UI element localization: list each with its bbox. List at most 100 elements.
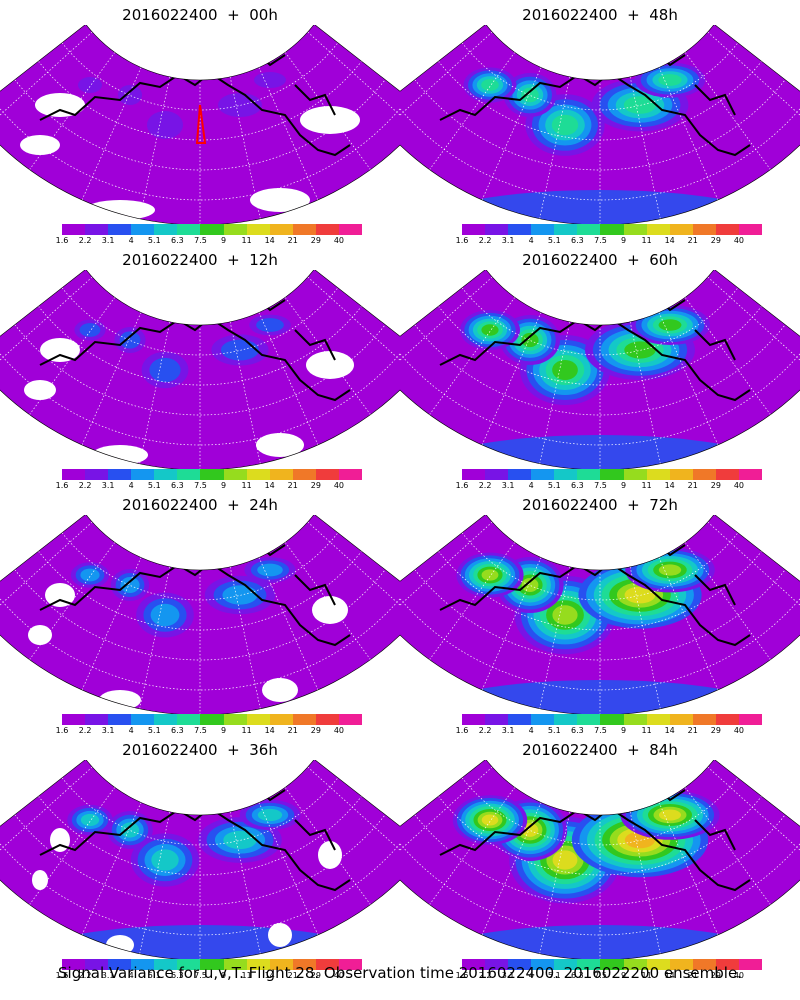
- colorbar-label: 4: [528, 236, 534, 245]
- variance-map: [400, 270, 800, 471]
- colorbar-label: 21: [687, 236, 698, 245]
- colorbar-swatch: [508, 469, 532, 480]
- colorbar-label: 11: [641, 726, 652, 735]
- colorbar-label: 6.3: [171, 236, 184, 245]
- colorbar-swatch: [62, 714, 86, 725]
- colorbar-label: 2.2: [78, 726, 92, 735]
- colorbar-label: 14: [264, 971, 275, 980]
- colorbar-swatch: [554, 959, 578, 970]
- colorbar-label: 2.2: [78, 971, 92, 980]
- colorbar-label: 40: [333, 236, 345, 245]
- colorbar-swatch: [200, 224, 224, 235]
- colorbar-swatch: [292, 469, 316, 480]
- variance-map: [0, 25, 400, 226]
- colorbar-swatch: [269, 224, 293, 235]
- colorbar-label: 14: [664, 971, 675, 980]
- colorbar-swatch: [623, 224, 647, 235]
- colorbar-swatch: [600, 224, 624, 235]
- colorbar-swatch: [269, 469, 293, 480]
- colorbar-label: 1.6: [55, 726, 69, 735]
- colorbar-label: 5.1: [547, 481, 561, 490]
- colorbar-label: 3.1: [101, 236, 115, 245]
- colorbar-swatch: [246, 224, 270, 235]
- colorbar-swatch: [154, 714, 178, 725]
- colorbar-label: 21: [287, 236, 298, 245]
- colorbar-swatch: [223, 714, 247, 725]
- colorbar-label: 7.5: [194, 236, 207, 245]
- colorbar-swatch: [200, 469, 224, 480]
- colorbar-swatch: [154, 224, 178, 235]
- colorbar-swatch: [85, 469, 109, 480]
- colorbar-label: 29: [310, 726, 321, 735]
- colorbar-swatch: [462, 714, 486, 725]
- colorbar-label: 7.5: [594, 726, 607, 735]
- colorbar-swatch: [508, 714, 532, 725]
- colorbar-swatch: [669, 469, 693, 480]
- colorbar-swatch: [315, 469, 339, 480]
- colorbar-swatch: [577, 469, 601, 480]
- colorbar-label: 3.1: [501, 481, 515, 490]
- colorbar-label: 6.3: [171, 971, 184, 980]
- colorbar-label: 29: [310, 236, 321, 245]
- colorbar-label: 1.6: [55, 481, 69, 490]
- colorbar-swatch: [600, 714, 624, 725]
- colorbar-label: 2.2: [478, 971, 492, 980]
- colorbar-label: 21: [287, 481, 298, 490]
- colorbar-label: 29: [710, 236, 721, 245]
- colorbar-label: 11: [241, 236, 252, 245]
- colorbar-swatch: [315, 714, 339, 725]
- colorbar-label: 40: [333, 726, 345, 735]
- map-panel: 2016022400 + 60h 1.6 2.2 3.1 4 5.1 6.3 7.5 9 11 14…: [400, 245, 800, 490]
- map-panel: 2016022400 + 84h 1.6 2.2 3.1 4 5.1 6.3 7.5 9 11 14…: [400, 735, 800, 980]
- colorbar-label: 40: [733, 726, 745, 735]
- colorbar-label: 5.1: [547, 726, 561, 735]
- colorbar-swatch: [715, 224, 739, 235]
- colorbar-swatch: [485, 224, 509, 235]
- colorbar-label: 6.3: [571, 236, 584, 245]
- colorbar-swatch: [85, 224, 109, 235]
- colorbar-label: 14: [664, 236, 675, 245]
- colorbar-swatch: [154, 959, 178, 970]
- colorbar-swatch: [338, 469, 363, 480]
- colorbar-swatch: [223, 469, 247, 480]
- colorbar-swatch: [600, 469, 624, 480]
- colorbar: [462, 959, 763, 970]
- colorbar: [62, 224, 363, 235]
- panel-title: 2016022400 + 84h: [522, 741, 678, 759]
- colorbar-swatch: [108, 959, 132, 970]
- colorbar-label: 3.1: [501, 971, 515, 980]
- colorbar-label: 3.1: [501, 726, 515, 735]
- map-panel: 2016022400 + 48h 1.6 2.2 3.1 4 5.1 6.3 7.5 9 11 14…: [400, 0, 800, 245]
- colorbar-label: 7.5: [194, 726, 207, 735]
- colorbar-label: 4: [128, 971, 134, 980]
- variance-map: [0, 270, 400, 471]
- colorbar-swatch: [200, 959, 224, 970]
- variance-map: [400, 515, 800, 716]
- colorbar-swatch: [462, 224, 486, 235]
- colorbar-label: 4: [528, 726, 534, 735]
- panel-title: 2016022400 + 48h: [522, 6, 678, 24]
- colorbar-label: 6.3: [571, 481, 584, 490]
- colorbar-swatch: [131, 959, 155, 970]
- colorbar-label: 3.1: [501, 236, 515, 245]
- colorbar-swatch: [85, 714, 109, 725]
- colorbar-swatch: [485, 959, 509, 970]
- colorbar-label: 7.5: [594, 971, 607, 980]
- map-panel: 2016022400 + 72h 1.6 2.2 3.1 4 5.1 6.3 7.5 9 11 14…: [400, 490, 800, 735]
- colorbar-swatch: [692, 224, 716, 235]
- colorbar-label: 40: [733, 236, 745, 245]
- colorbar-swatch: [669, 224, 693, 235]
- colorbar-swatch: [269, 959, 293, 970]
- colorbar-label: 21: [287, 971, 298, 980]
- colorbar-swatch: [315, 224, 339, 235]
- colorbar-swatch: [646, 714, 670, 725]
- colorbar-swatch: [246, 714, 270, 725]
- colorbar-label: 21: [287, 726, 298, 735]
- colorbar-label: 7.5: [194, 971, 207, 980]
- colorbar-swatch: [508, 224, 532, 235]
- colorbar-label: 9: [620, 971, 627, 980]
- colorbar-label: 6.3: [571, 971, 584, 980]
- colorbar-swatch: [738, 959, 763, 970]
- colorbar-label: 9: [620, 236, 627, 245]
- colorbar-label: 29: [310, 971, 321, 980]
